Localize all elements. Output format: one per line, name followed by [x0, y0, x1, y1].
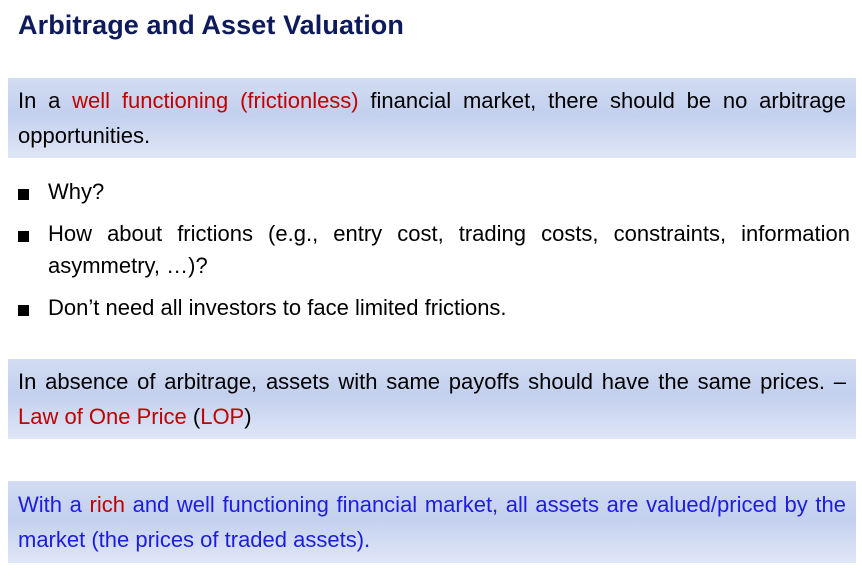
box2-highlight-lop-abbr: LOP — [200, 404, 245, 429]
box1-text-post: financial market, there should be no arb… — [18, 88, 846, 148]
box1-highlight: well functioning (frictionless) — [72, 88, 359, 113]
square-bullet-icon — [18, 305, 29, 316]
box3-text-pre: With a — [18, 492, 90, 517]
page-title: Arbitrage and Asset Valuation — [18, 10, 404, 40]
bullet-list: Why? How about frictions (e.g., entry co… — [16, 176, 850, 334]
frictionless-market-box: In a well functioning (frictionless) fin… — [8, 78, 856, 158]
bullet-text: How about frictions (e.g., entry cost, t… — [48, 221, 850, 278]
box3-highlight: rich — [89, 492, 125, 517]
box3-text-post: and well functioning financial market, a… — [18, 492, 846, 552]
bullet-item: Don’t need all investors to face limited… — [16, 292, 850, 324]
box2-text-mid: ( — [186, 404, 201, 429]
box2-text-post: ) — [244, 404, 252, 429]
law-of-one-price-box: In absence of arbitrage, assets with sam… — [8, 359, 856, 439]
square-bullet-icon — [18, 231, 29, 242]
box2-highlight-lop-name: Law of One Price — [18, 404, 187, 429]
bullet-item: How about frictions (e.g., entry cost, t… — [16, 218, 850, 282]
bullet-text: Don’t need all investors to face limited… — [48, 295, 507, 320]
box1-text-pre: In a — [18, 88, 73, 113]
box2-text-pre: In absence of arbitrage, assets with sam… — [18, 369, 846, 394]
square-bullet-icon — [18, 189, 29, 200]
rich-market-box: With a rich and well functioning financi… — [8, 481, 856, 563]
bullet-text: Why? — [48, 179, 105, 204]
bullet-item: Why? — [16, 176, 850, 208]
